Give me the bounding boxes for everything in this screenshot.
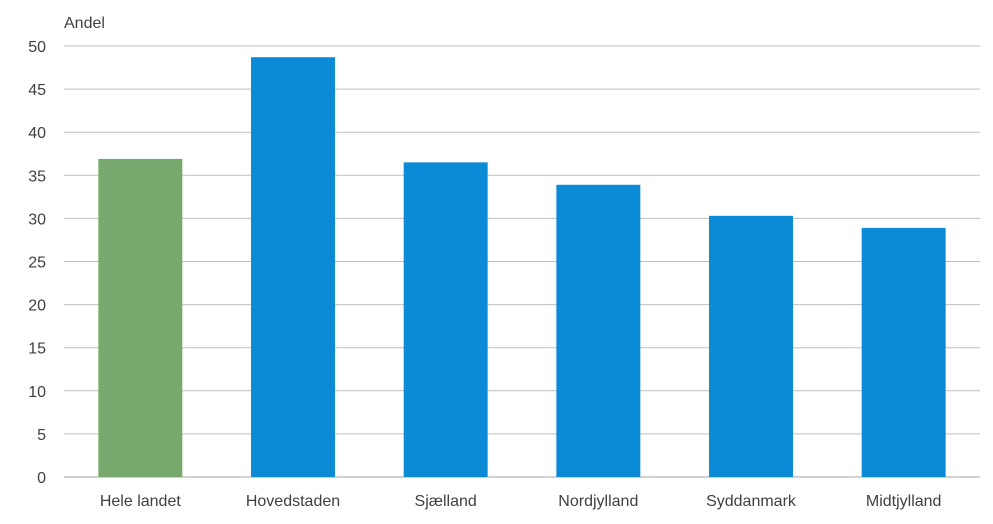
x-tick-label: Syddanmark — [706, 493, 797, 510]
y-tick-label: 30 — [28, 211, 46, 228]
y-tick-label: 15 — [28, 341, 46, 358]
y-tick-label: 20 — [28, 298, 46, 315]
bar — [861, 227, 946, 477]
bar — [556, 184, 641, 478]
y-tick-label: 10 — [28, 384, 46, 401]
y-tick-label: 35 — [28, 168, 46, 185]
bar — [98, 158, 183, 477]
x-tick-label: Nordjylland — [558, 493, 638, 510]
bar — [403, 162, 488, 477]
y-tick-label: 5 — [37, 427, 46, 444]
x-tick-label: Sjælland — [415, 493, 477, 510]
x-tick-label: Midtjylland — [866, 493, 942, 510]
y-tick-label: 25 — [28, 255, 46, 272]
y-tick-label: 40 — [28, 125, 46, 142]
bar — [251, 57, 335, 478]
y-axis-title: Andel — [64, 15, 105, 32]
x-tick-label: Hele landet — [100, 493, 182, 510]
bars — [98, 57, 946, 478]
x-axis-ticks: Hele landet Hovedstaden Sjælland Nordjyllan… — [100, 493, 942, 510]
y-tick-label: 50 — [28, 39, 46, 56]
y-axis-ticks: 0 5 10 15 20 25 30 35 40 45 50 — [28, 39, 46, 487]
y-tick-label: 45 — [28, 82, 46, 99]
gridlines — [64, 45, 980, 478]
x-tick-label: Hovedstaden — [246, 493, 340, 510]
bar — [709, 215, 793, 477]
y-tick-label: 0 — [37, 470, 46, 487]
